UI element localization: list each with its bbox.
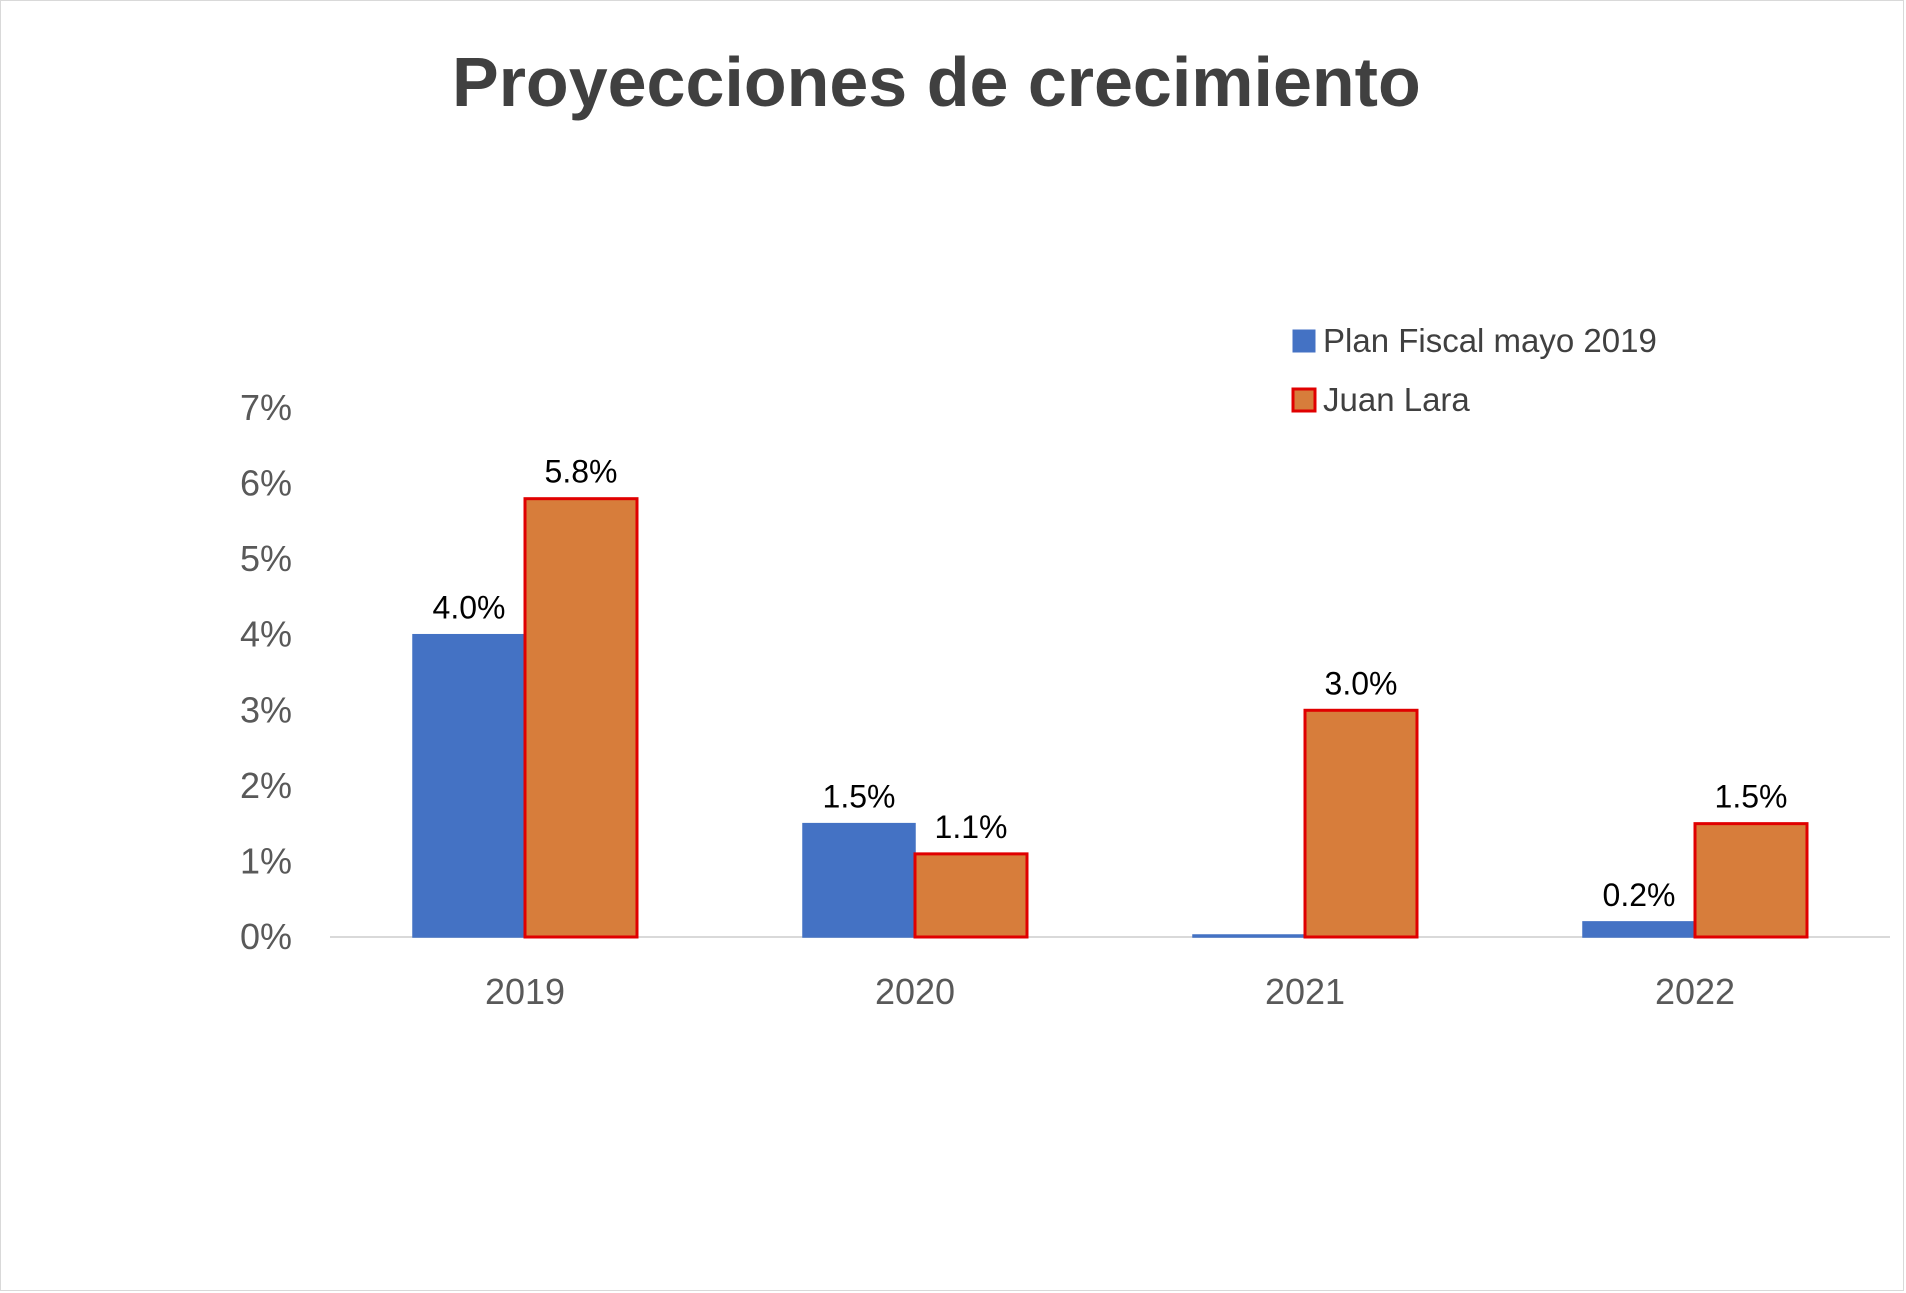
y-tick-label: 2%: [240, 765, 292, 806]
legend-swatch: [1292, 329, 1316, 353]
bar-juan-lara-2020: [913, 852, 1029, 939]
legend: Plan Fiscal mayo 2019 Juan Lara: [1291, 322, 1657, 418]
data-label: 4.0%: [433, 590, 506, 626]
y-tick-label: 7%: [240, 387, 292, 428]
legend-label: Juan Lara: [1323, 381, 1470, 418]
bar-plan-fiscal-2021: [1192, 934, 1306, 938]
data-label: 5.8%: [545, 454, 618, 490]
legend-label: Plan Fiscal mayo 2019: [1323, 322, 1657, 359]
data-label: 1.5%: [1715, 779, 1788, 815]
x-tick-label: 2020: [875, 971, 955, 1012]
bar-juan-lara-2022: [1693, 822, 1809, 939]
y-tick-label: 0%: [240, 916, 292, 957]
data-label: 1.1%: [935, 809, 1008, 845]
y-axis: 0% 1% 2% 3% 4% 5% 6% 7%: [240, 387, 292, 957]
bar-plan-fiscal-2020: [802, 822, 916, 938]
y-tick-label: 1%: [240, 840, 292, 881]
legend-swatch: [1291, 387, 1317, 413]
y-tick-label: 6%: [240, 463, 292, 504]
y-tick-label: 4%: [240, 614, 292, 655]
bars: [412, 497, 1809, 939]
bar-plan-fiscal-2019: [412, 633, 526, 938]
x-tick-label: 2021: [1265, 971, 1345, 1012]
x-axis: 2019 2020 2021 2022: [485, 971, 1735, 1012]
data-label: 0.2%: [1603, 877, 1676, 913]
x-tick-label: 2019: [485, 971, 565, 1012]
chart-title: Proyecciones de crecimiento: [452, 43, 1421, 121]
y-tick-label: 3%: [240, 689, 292, 730]
bar-juan-lara-2019: [523, 497, 639, 939]
data-label: 3.0%: [1325, 665, 1398, 701]
data-labels: 4.0% 5.8% 1.5% 1.1% 3.0% 0.2% 1.5%: [433, 454, 1788, 913]
data-label: 1.5%: [823, 779, 896, 815]
x-tick-label: 2022: [1655, 971, 1735, 1012]
bar-juan-lara-2021: [1303, 708, 1419, 939]
y-tick-label: 5%: [240, 538, 292, 579]
bar-plan-fiscal-2022: [1582, 921, 1696, 938]
